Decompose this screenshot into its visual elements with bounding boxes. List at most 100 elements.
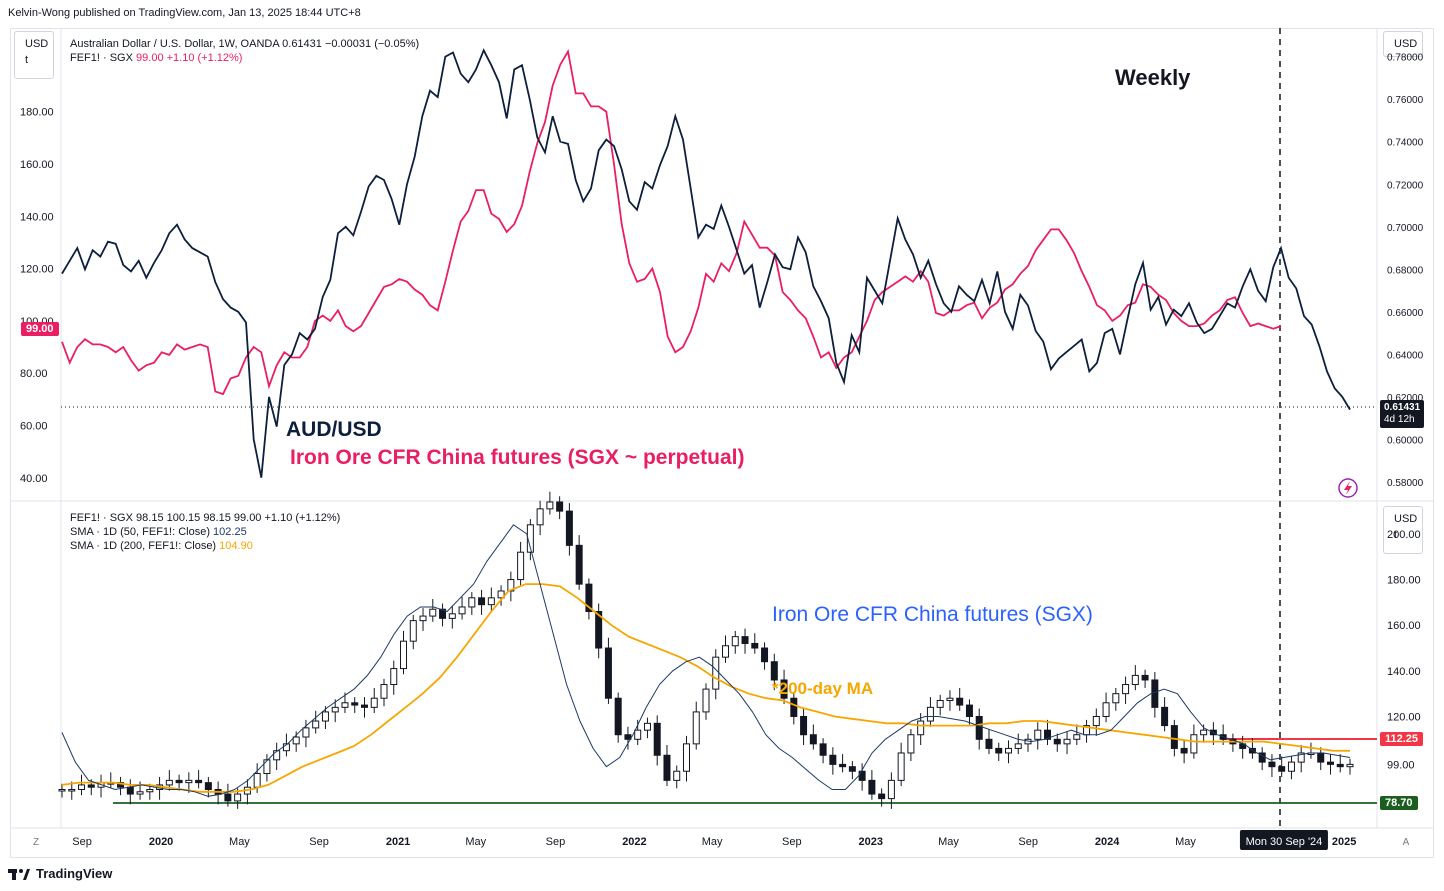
candle-body bbox=[790, 697, 798, 717]
candle-body bbox=[1092, 715, 1100, 727]
candle-body bbox=[478, 597, 486, 606]
candle-body bbox=[1180, 747, 1188, 754]
candle-body bbox=[712, 656, 720, 690]
candle-body bbox=[321, 711, 329, 722]
candle-body bbox=[917, 720, 925, 736]
tag-resistance: 112.25 bbox=[1380, 732, 1424, 746]
candle-body bbox=[1141, 674, 1149, 681]
candle-body bbox=[1346, 763, 1354, 768]
tag-iron-price: 99.00 bbox=[21, 322, 59, 336]
time-tick-label: May bbox=[938, 836, 959, 848]
label-audusd: AUD/USD bbox=[286, 418, 382, 441]
candle-body bbox=[448, 613, 456, 619]
candle-body bbox=[1200, 729, 1208, 736]
zoom-reset-button[interactable]: Z bbox=[32, 837, 40, 848]
audusd-line bbox=[61, 48, 1351, 478]
legend-sma200-value: 104.90 bbox=[219, 540, 253, 552]
tag-aud-countdown: 4d 12h bbox=[1384, 414, 1415, 425]
candle-body bbox=[673, 770, 681, 781]
bottom-tick-label: 200.00 bbox=[1387, 529, 1421, 541]
time-tick-label: Mon 30 Sep '24 bbox=[1246, 836, 1323, 848]
bottom-tick-label: 160.00 bbox=[1387, 620, 1421, 632]
iron-ore-line bbox=[61, 48, 1282, 396]
tradingview-logo-icon bbox=[8, 868, 30, 880]
candle-body bbox=[800, 715, 808, 736]
flash-icon-bolt bbox=[1344, 481, 1352, 495]
candle-body bbox=[497, 590, 505, 599]
candle-body bbox=[575, 544, 583, 585]
bottom-tick-label: 180.00 bbox=[1387, 575, 1421, 587]
label-iron-sgx: Iron Ore CFR China futures (SGX) bbox=[772, 603, 1093, 626]
sma50-line bbox=[61, 524, 1351, 797]
label-iron-perpetual: Iron Ore CFR China futures (SGX ~ perpet… bbox=[290, 446, 745, 469]
candle-body bbox=[770, 661, 778, 681]
candle-body bbox=[380, 684, 388, 699]
candle-body bbox=[468, 597, 476, 608]
top-left-tick-label: 120.00 bbox=[20, 264, 54, 276]
candle-body bbox=[595, 611, 603, 649]
bottom-legend: FEF1! · SGX 98.15 100.15 98.15 99.00 +1.… bbox=[70, 511, 340, 553]
top-right-tick-label: 0.58000 bbox=[1387, 478, 1424, 489]
candle-body bbox=[565, 510, 573, 546]
time-tick-label: 2020 bbox=[149, 836, 173, 848]
flash-icon bbox=[1338, 478, 1358, 498]
candle-body bbox=[1248, 747, 1256, 754]
legend-sma200[interactable]: SMA · 1D (200, FEF1!: Close) 104.90 bbox=[70, 539, 340, 553]
candle-body bbox=[419, 615, 427, 622]
time-axis-highlight bbox=[1239, 830, 1328, 850]
top-left-axis-ticks: 40.0060.0080.00100.00120.00140.00160.001… bbox=[20, 107, 54, 485]
auto-scale-button[interactable]: A bbox=[1402, 837, 1410, 848]
candle-body bbox=[400, 640, 408, 670]
candle-body bbox=[702, 688, 710, 713]
legend-fef-bottom[interactable]: FEF1! · SGX 98.15 100.15 98.15 99.00 +1.… bbox=[70, 511, 340, 525]
time-tick-label: 2022 bbox=[622, 836, 646, 848]
bottom-unit-box[interactable]: USD t bbox=[1383, 506, 1423, 554]
candle-body bbox=[897, 752, 905, 781]
candle-body bbox=[234, 793, 242, 802]
candle-body bbox=[351, 702, 359, 706]
time-tick-label: Sep bbox=[1018, 836, 1038, 848]
legend-sma50[interactable]: SMA · 1D (50, FEF1!: Close) 102.25 bbox=[70, 525, 340, 539]
legend-fef-top[interactable]: FEF1! · SGX 99.00 +1.10 (+1.12%) bbox=[70, 51, 419, 65]
candle-body bbox=[848, 766, 856, 772]
top-right-unit-box[interactable]: USD bbox=[1383, 31, 1423, 57]
legend-fef-values: 99.00 +1.10 (+1.12%) bbox=[136, 52, 243, 64]
time-tick-label: Sep bbox=[309, 836, 329, 848]
candle-body bbox=[878, 793, 886, 800]
tag-aud-value: 0.61431 bbox=[1384, 402, 1421, 413]
candle-body bbox=[1170, 725, 1178, 749]
top-right-tick-label: 0.72000 bbox=[1387, 180, 1424, 191]
candle-body bbox=[390, 668, 398, 686]
candle-body bbox=[761, 647, 769, 663]
candle-body bbox=[975, 715, 983, 740]
candle-body bbox=[1151, 679, 1159, 708]
top-left-unit-box[interactable]: USD t bbox=[14, 31, 54, 79]
candle-body bbox=[78, 784, 86, 790]
candle-body bbox=[692, 711, 700, 745]
bottom-tick-label: 140.00 bbox=[1387, 666, 1421, 678]
time-tick-label: May bbox=[465, 836, 486, 848]
candle-body bbox=[331, 706, 339, 713]
candle-body bbox=[985, 738, 993, 749]
top-right-tick-label: 0.62000 bbox=[1387, 393, 1424, 404]
top-legend: Australian Dollar / U.S. Dollar, 1W, OAN… bbox=[70, 37, 419, 65]
top-right-tick-label: 0.64000 bbox=[1387, 350, 1424, 361]
candle-body bbox=[439, 608, 447, 619]
candle-body bbox=[126, 786, 134, 795]
footer-brand[interactable]: TradingView bbox=[8, 866, 112, 881]
candle-body bbox=[1278, 766, 1286, 772]
time-tick-label: Sep bbox=[782, 836, 802, 848]
candle-body bbox=[253, 773, 261, 788]
candle-body bbox=[1326, 761, 1334, 765]
top-right-tick-label: 0.78000 bbox=[1387, 53, 1424, 64]
legend-sma50-name: SMA · 1D (50, FEF1!: Close) bbox=[70, 526, 210, 538]
candle-body bbox=[965, 704, 973, 717]
candle-body bbox=[604, 647, 612, 699]
candlestick-series bbox=[58, 491, 1354, 809]
legend-audusd[interactable]: Australian Dollar / U.S. Dollar, 1W, OAN… bbox=[70, 37, 419, 51]
candle-body bbox=[956, 697, 964, 706]
candle-body bbox=[1014, 743, 1022, 749]
candle-body bbox=[409, 620, 417, 642]
top-right-axis-ticks: 0.58000 0.60000 0.62000 0.64000 0.66000 0.680… bbox=[1387, 53, 1424, 489]
